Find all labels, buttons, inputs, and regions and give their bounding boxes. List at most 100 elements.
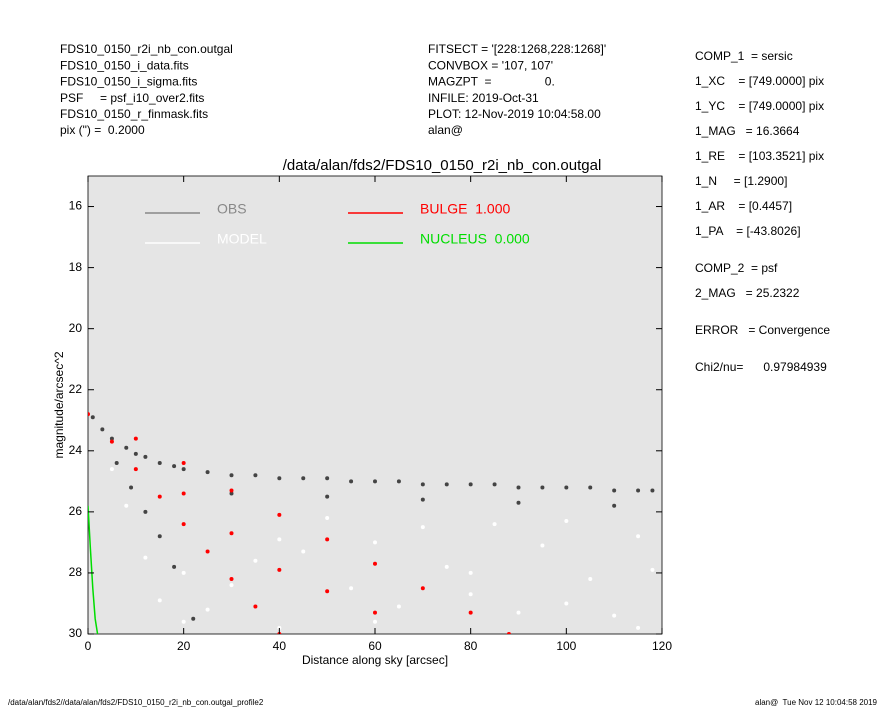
data-point	[420, 482, 425, 487]
data-point	[373, 610, 377, 615]
header-middle-line: INFILE: 2019-Oct-31	[428, 91, 539, 105]
data-point	[157, 461, 162, 466]
data-point	[396, 604, 401, 609]
x-axis-label: Distance along sky [arcsec]	[302, 653, 448, 667]
parameter-line: COMP_2 = psf	[695, 261, 778, 275]
data-point	[325, 515, 330, 520]
data-point	[564, 601, 569, 606]
data-point	[468, 610, 473, 615]
data-point	[229, 473, 234, 478]
header-middle-line: alan@	[428, 123, 463, 137]
data-point	[444, 564, 449, 569]
header-middle-line: MAGZPT = 0.	[428, 75, 555, 89]
data-point	[349, 479, 354, 484]
data-point	[301, 476, 306, 481]
series-line	[88, 505, 99, 634]
parameter-line: 1_N = [1.2900]	[695, 174, 787, 188]
parameter-line: 1_YC = [749.0000] pix	[695, 99, 824, 113]
data-point	[129, 485, 134, 490]
data-point	[133, 451, 138, 456]
y-tick-label: 22	[69, 382, 83, 396]
data-point	[124, 445, 129, 450]
data-point	[229, 577, 234, 582]
data-point	[109, 439, 114, 444]
data-point	[540, 543, 545, 548]
x-tick-label: 60	[368, 639, 382, 653]
data-point	[172, 464, 177, 469]
data-point	[109, 467, 114, 472]
data-point	[506, 632, 511, 634]
data-point	[588, 485, 593, 490]
data-point	[253, 558, 258, 563]
data-point	[90, 415, 95, 420]
data-point	[229, 488, 234, 493]
data-point	[88, 412, 90, 417]
parameter-line: 2_MAG = 25.2322	[695, 286, 800, 300]
parameter-line: 1_PA = [-43.8026]	[695, 224, 801, 238]
data-point	[253, 604, 258, 609]
legend-label: OBS	[217, 201, 247, 217]
data-point	[325, 537, 330, 542]
data-point	[636, 625, 641, 630]
data-point	[373, 540, 377, 545]
parameter-line: ERROR = Convergence	[695, 323, 830, 337]
data-point	[420, 525, 425, 530]
y-tick-label: 28	[69, 565, 83, 579]
data-point	[612, 503, 617, 508]
data-point	[396, 479, 401, 484]
y-tick-label: 16	[69, 199, 83, 213]
header-middle-line: PLOT: 12-Nov-2019 10:04:58.00	[428, 107, 601, 121]
data-point	[143, 454, 148, 459]
data-point	[181, 522, 186, 527]
data-point	[650, 567, 655, 572]
plot-area	[87, 175, 663, 635]
data-point	[205, 470, 210, 475]
data-point	[492, 482, 497, 487]
data-point	[420, 586, 425, 591]
data-point	[349, 586, 354, 591]
data-point	[229, 491, 234, 496]
data-point	[492, 522, 497, 527]
data-point	[612, 613, 617, 618]
data-point	[277, 537, 282, 542]
x-tick-label: 120	[652, 639, 672, 653]
data-point	[181, 491, 186, 496]
data-point	[325, 494, 330, 499]
data-point	[133, 436, 138, 441]
data-point	[612, 488, 617, 493]
data-point	[277, 625, 282, 630]
data-point	[277, 476, 282, 481]
header-left-line: FDS10_0150_r2i_nb_con.outgal	[60, 42, 233, 56]
legend-label: NUCLEUS 0.000	[420, 231, 530, 247]
data-point	[325, 589, 330, 594]
data-point	[181, 619, 186, 624]
data-point	[157, 494, 162, 499]
legend-label: BULGE 1.000	[420, 201, 510, 217]
data-point	[564, 485, 569, 490]
data-point	[229, 583, 234, 588]
x-tick-label: 20	[177, 639, 191, 653]
data-point	[229, 531, 234, 536]
data-point	[143, 555, 148, 560]
data-point	[588, 577, 593, 582]
data-point	[181, 461, 186, 466]
header-left-line: pix (") = 0.2000	[60, 123, 145, 137]
header-left-line: PSF = psf_i10_over2.fits	[60, 91, 204, 105]
data-point	[157, 534, 162, 539]
data-point	[444, 482, 449, 487]
data-point	[181, 570, 186, 575]
y-tick-label: 24	[69, 443, 83, 457]
data-point	[373, 619, 377, 624]
parameter-line: 1_AR = [0.4457]	[695, 199, 792, 213]
chart-title: /data/alan/fds2/FDS10_0150_r2i_nb_con.ou…	[283, 157, 602, 174]
plot-marks	[88, 412, 655, 634]
data-point	[373, 561, 377, 566]
y-tick-label: 20	[69, 321, 83, 335]
footer-left: /data/alan/fds2//data/alan/fds2/FDS10_01…	[8, 698, 264, 707]
y-axis-label: magnitude/arcsec^2	[52, 351, 66, 458]
header-left-line: FDS10_0150_i_sigma.fits	[60, 75, 197, 89]
header-left-line: FDS10_0150_i_data.fits	[60, 58, 189, 72]
data-point	[253, 473, 258, 478]
